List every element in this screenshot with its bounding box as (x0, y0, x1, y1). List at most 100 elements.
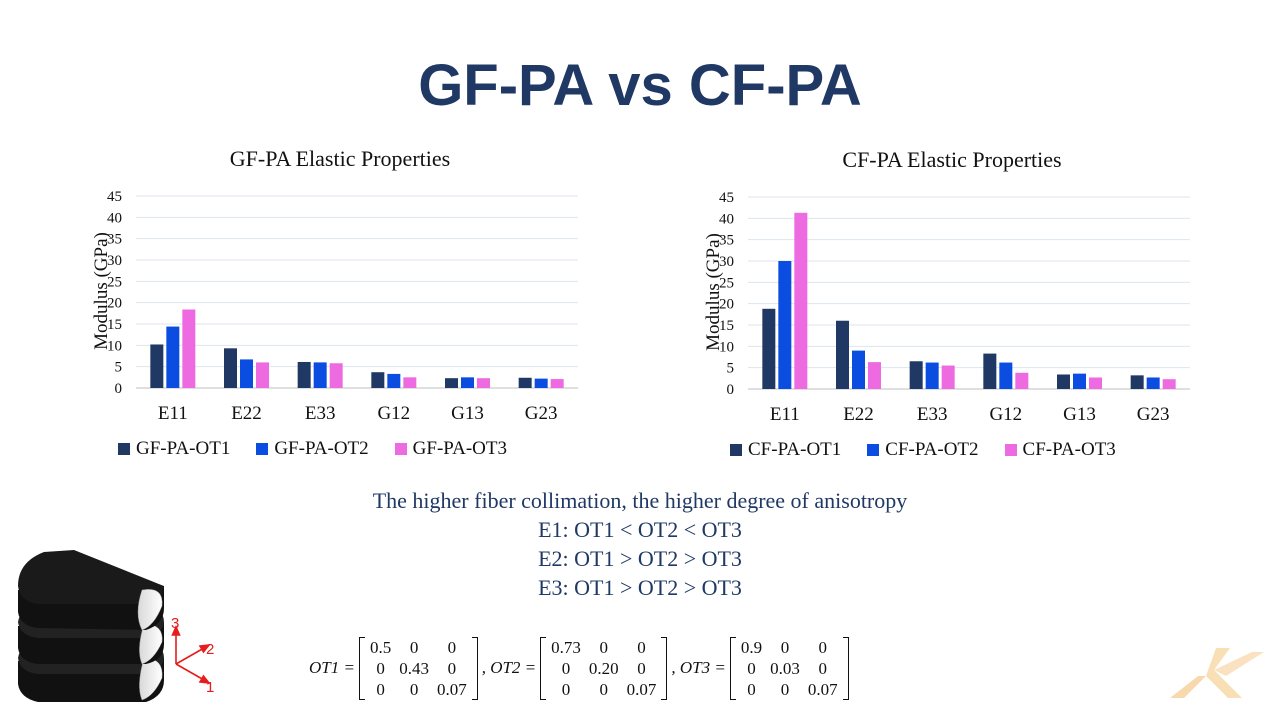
matrix-cell: 0 (599, 637, 609, 657)
x-tick-label: G13 (1063, 404, 1096, 425)
x-tick-label: G12 (989, 404, 1022, 425)
matrix-cell: 0 (376, 658, 385, 678)
bar (1089, 377, 1102, 389)
matrix-cell: 0 (409, 637, 419, 657)
y-tick-label: 45 (107, 189, 122, 205)
orientation-matrix: 0.9 0 0 0 0.03 0 0 0 0.07 (729, 636, 849, 700)
bar (297, 361, 311, 388)
matrix-cell: 0 (409, 679, 419, 699)
summary-line: The higher fiber collimation, the higher… (372, 488, 908, 513)
legend-item: CF-PA-OT1 (730, 439, 841, 461)
bar (371, 372, 385, 388)
axis-label-2: 2 (206, 641, 214, 658)
bar (403, 377, 417, 388)
bar (762, 308, 776, 389)
matrix-cell: 0 (561, 679, 571, 699)
matrix-cell: 0.73 (551, 637, 581, 657)
chart-plot: 0 5 10 15 20 25 30 35 40 45 E11 E22 E33 G12 G13 G23 (719, 190, 1190, 425)
chart-legend: CF-PA-OT1 CF-PA-OT2 CF-PA-OT3 (730, 439, 1116, 461)
matrix-cell: 0 (747, 679, 756, 699)
bar (909, 361, 923, 389)
x-tick-label: E22 (843, 404, 874, 425)
legend-swatch (118, 443, 130, 455)
matrix-cell: 0.07 (807, 679, 838, 699)
y-tick-label: 0 (727, 382, 735, 398)
x-tick-label: E22 (231, 403, 262, 424)
bar (477, 378, 490, 388)
y-tick-label: 40 (719, 211, 734, 227)
matrix-cell: 0 (599, 679, 609, 699)
bar (868, 362, 881, 389)
matrix-cell: 0 (376, 679, 385, 699)
y-tick-label: 25 (719, 275, 734, 291)
matrix-cell: 0.20 (588, 658, 619, 678)
bar (150, 344, 164, 388)
legend-swatch (1004, 444, 1017, 456)
axis-label-1: 1 (206, 679, 214, 696)
x-tick-label: G23 (1137, 404, 1170, 425)
slide-title: GF-PA vs CF-PA (418, 53, 862, 118)
bar (1162, 379, 1176, 389)
matrix-cell: 0.07 (436, 679, 467, 699)
summary-text: The higher fiber collimation, the higher… (0, 486, 1280, 602)
bar (852, 350, 865, 389)
bar (1130, 375, 1144, 389)
matrix-cell: 0.43 (399, 658, 429, 678)
chart-title: CF-PA Elastic Properties (842, 147, 1062, 172)
x-tick-label: E33 (917, 404, 948, 425)
legend-swatch (256, 443, 269, 455)
y-tick-label: 30 (719, 254, 734, 270)
axis-label-3: 3 (171, 615, 179, 632)
summary-line: E1: OT1 < OT2 < OT3 (538, 517, 742, 542)
bar (1146, 377, 1160, 389)
legend-label: CF-PA-OT1 (748, 439, 842, 460)
bar (182, 309, 196, 388)
legend-item: GF-PA-OT1 (118, 438, 230, 460)
summary-line: E2: OT1 > OT2 > OT3 (538, 546, 742, 571)
bar (794, 212, 808, 389)
bar (1057, 374, 1070, 389)
x-tick-label: E11 (770, 404, 800, 425)
bar (534, 378, 548, 388)
bar (256, 362, 269, 388)
bar (445, 378, 458, 388)
legend-label: GF-PA-OT3 (412, 438, 507, 459)
matrix-cell: 0.5 (369, 637, 392, 657)
summary-line: E3: OT1 > OT2 > OT3 (538, 575, 742, 600)
orientation-matrix: 0.73 0 0 0 0.20 0 0 0 0.07 (540, 636, 668, 700)
x-tick-label: G12 (377, 403, 410, 424)
bar (836, 320, 849, 389)
matrix-cell: 0.9 (740, 637, 763, 657)
matrix-label: OT1 = (309, 658, 355, 677)
fiber-stack-illustration: 3 2 1 (18, 550, 214, 702)
matrix-cell: 0 (818, 658, 827, 678)
y-tick-label: 25 (107, 274, 122, 290)
matrix-cell: 0 (561, 658, 571, 678)
y-tick-label: 10 (719, 339, 734, 355)
legend-label: GF-PA-OT2 (274, 438, 369, 459)
bar (166, 326, 180, 388)
fiber-layer-top (18, 550, 164, 631)
bar (224, 348, 237, 388)
bar (518, 377, 532, 388)
orientation-tensors: OT1 = 0.5 0 0 0 0.43 0 0 0 0.07, OT2 = 0.73 0 0 0 0.20… (305, 636, 849, 700)
matrix-cell: 0 (818, 637, 827, 657)
x-tick-label: E33 (305, 403, 336, 424)
matrix-cell: 0.07 (626, 679, 657, 699)
y-tick-label: 15 (719, 318, 734, 334)
y-tick-label: 5 (115, 360, 123, 376)
chart-legend: GF-PA-OT1 GF-PA-OT2 GF-PA-OT3 (118, 438, 507, 460)
gf-pa-chart: GF-PA Elastic Properties Modulus (GPa) 0… (80, 146, 600, 470)
legend-item: GF-PA-OT2 (256, 438, 369, 460)
y-tick-label: 10 (107, 338, 122, 354)
y-tick-label: 20 (107, 296, 122, 312)
y-tick-label: 0 (115, 381, 123, 397)
legend-swatch (730, 444, 742, 456)
bar (550, 379, 564, 388)
y-tick-label: 35 (107, 232, 122, 248)
matrix-cell: 0.03 (770, 658, 800, 678)
matrix-cell: 0 (637, 658, 646, 678)
bar (778, 261, 792, 389)
bar (925, 362, 939, 389)
legend-swatch (394, 443, 407, 455)
